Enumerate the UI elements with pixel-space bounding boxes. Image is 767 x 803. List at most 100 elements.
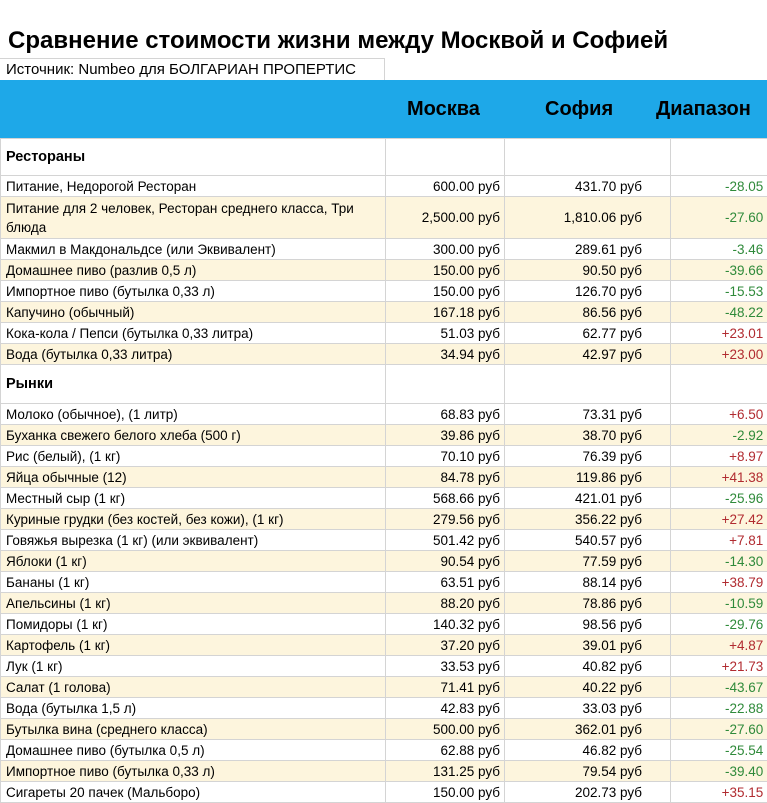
moscow-price-cell[interactable]: 39.86 руб [386,425,505,446]
sofia-price-cell[interactable]: 90.50 руб [505,260,671,281]
item-name-cell[interactable]: Бананы (1 кг) [1,572,386,593]
item-name-cell[interactable]: Домашнее пиво (разлив 0,5 л) [1,260,386,281]
sofia-price-cell[interactable]: 79.54 руб [505,761,671,782]
sofia-price-cell[interactable]: 98.56 руб [505,614,671,635]
item-name-cell[interactable]: Вода (бутылка 1,5 л) [1,698,386,719]
item-name-cell[interactable]: Кока-кола / Пепси (бутылка 0,33 литра) [1,323,386,344]
item-name-cell[interactable]: Салат (1 голова) [1,677,386,698]
item-name-cell[interactable]: Буханка свежего белого хлеба (500 г) [1,425,386,446]
sofia-price-cell[interactable]: 40.82 руб [505,656,671,677]
sofia-price-cell[interactable]: 40.22 руб [505,677,671,698]
sofia-price-cell[interactable]: 77.59 руб [505,551,671,572]
item-name-cell[interactable]: Говяжья вырезка (1 кг) (или эквивалент) [1,530,386,551]
moscow-price-cell[interactable]: 51.03 руб [386,323,505,344]
price-difference-cell[interactable]: -25.54 % [671,740,767,761]
sofia-price-cell[interactable]: 431.70 руб [505,176,671,197]
moscow-price-cell[interactable]: 279.56 руб [386,509,505,530]
price-difference-cell[interactable]: +35.15 % [671,782,767,803]
moscow-price-cell[interactable]: 140.32 руб [386,614,505,635]
price-difference-cell[interactable]: -15.53 % [671,281,767,302]
item-name-cell[interactable]: Питание для 2 человек, Ресторан среднего… [1,197,386,239]
moscow-price-cell[interactable]: 568.66 руб [386,488,505,509]
section-title[interactable]: Рестораны [1,139,386,176]
sofia-price-cell[interactable]: 126.70 руб [505,281,671,302]
sofia-price-cell[interactable]: 73.31 руб [505,404,671,425]
section-title[interactable]: Рынки [1,365,386,404]
moscow-price-cell[interactable]: 42.83 руб [386,698,505,719]
price-difference-cell[interactable]: -10.59 % [671,593,767,614]
sofia-price-cell[interactable]: 86.56 руб [505,302,671,323]
sofia-price-cell[interactable]: 289.61 руб [505,239,671,260]
empty-cell[interactable] [505,365,671,404]
moscow-price-cell[interactable]: 71.41 руб [386,677,505,698]
moscow-price-cell[interactable]: 84.78 руб [386,467,505,488]
sofia-price-cell[interactable]: 119.86 руб [505,467,671,488]
sofia-price-cell[interactable]: 42.97 руб [505,344,671,365]
moscow-price-cell[interactable]: 37.20 руб [386,635,505,656]
item-name-cell[interactable]: Макмил в Макдональдсе (или Эквивалент) [1,239,386,260]
sofia-price-cell[interactable]: 46.82 руб [505,740,671,761]
sofia-price-cell[interactable]: 33.03 руб [505,698,671,719]
source-note[interactable]: Источник: Numbeo для БОЛГАРИАН ПРОПЕРТИС [0,58,385,80]
moscow-price-cell[interactable]: 70.10 руб [386,446,505,467]
price-difference-cell[interactable]: -3.46 % [671,239,767,260]
sofia-price-cell[interactable]: 78.86 руб [505,593,671,614]
moscow-price-cell[interactable]: 300.00 руб [386,239,505,260]
sofia-price-cell[interactable]: 540.57 руб [505,530,671,551]
item-name-cell[interactable]: Вода (бутылка 0,33 литра) [1,344,386,365]
sofia-price-cell[interactable]: 356.22 руб [505,509,671,530]
item-name-cell[interactable]: Лук (1 кг) [1,656,386,677]
item-name-cell[interactable]: Бутылка вина (среднего класса) [1,719,386,740]
moscow-price-cell[interactable]: 600.00 руб [386,176,505,197]
price-difference-cell[interactable]: -14.30 % [671,551,767,572]
moscow-price-cell[interactable]: 33.53 руб [386,656,505,677]
item-name-cell[interactable]: Яблоки (1 кг) [1,551,386,572]
moscow-price-cell[interactable]: 88.20 руб [386,593,505,614]
sofia-price-cell[interactable]: 421.01 руб [505,488,671,509]
item-name-cell[interactable]: Рис (белый), (1 кг) [1,446,386,467]
moscow-price-cell[interactable]: 500.00 руб [386,719,505,740]
price-difference-cell[interactable]: -39.66 % [671,260,767,281]
moscow-price-cell[interactable]: 501.42 руб [386,530,505,551]
price-difference-cell[interactable]: -48.22 % [671,302,767,323]
sofia-price-cell[interactable]: 362.01 руб [505,719,671,740]
item-name-cell[interactable]: Капучино (обычный) [1,302,386,323]
empty-cell[interactable] [386,365,505,404]
item-name-cell[interactable]: Молоко (обычное), (1 литр) [1,404,386,425]
sofia-price-cell[interactable]: 202.73 руб [505,782,671,803]
price-difference-cell[interactable]: -27.60 % [671,719,767,740]
empty-cell[interactable] [671,139,767,176]
moscow-price-cell[interactable]: 34.94 руб [386,344,505,365]
item-name-cell[interactable]: Картофель (1 кг) [1,635,386,656]
price-difference-cell[interactable]: +23.01 % [671,323,767,344]
price-difference-cell[interactable]: +4.87 % [671,635,767,656]
price-difference-cell[interactable]: +6.50 % [671,404,767,425]
moscow-price-cell[interactable]: 2,500.00 руб [386,197,505,239]
moscow-price-cell[interactable]: 63.51 руб [386,572,505,593]
price-difference-cell[interactable]: +8.97 % [671,446,767,467]
price-difference-cell[interactable]: -27.60 % [671,197,767,239]
price-difference-cell[interactable]: +7.81 % [671,530,767,551]
item-name-cell[interactable]: Сигареты 20 пачек (Мальборо) [1,782,386,803]
sofia-price-cell[interactable]: 76.39 руб [505,446,671,467]
item-name-cell[interactable]: Помидоры (1 кг) [1,614,386,635]
item-name-cell[interactable]: Куриные грудки (без костей, без кожи), (… [1,509,386,530]
price-difference-cell[interactable]: -25.96 % [671,488,767,509]
moscow-price-cell[interactable]: 150.00 руб [386,281,505,302]
sofia-price-cell[interactable]: 39.01 руб [505,635,671,656]
price-difference-cell[interactable]: -43.67 % [671,677,767,698]
price-difference-cell[interactable]: +21.73 % [671,656,767,677]
item-name-cell[interactable]: Апельсины (1 кг) [1,593,386,614]
moscow-price-cell[interactable]: 68.83 руб [386,404,505,425]
price-difference-cell[interactable]: +41.38 % [671,467,767,488]
moscow-price-cell[interactable]: 150.00 руб [386,782,505,803]
item-name-cell[interactable]: Яйца обычные (12) [1,467,386,488]
moscow-price-cell[interactable]: 150.00 руб [386,260,505,281]
item-name-cell[interactable]: Импортное пиво (бутылка 0,33 л) [1,281,386,302]
sofia-price-cell[interactable]: 88.14 руб [505,572,671,593]
empty-cell[interactable] [386,139,505,176]
item-name-cell[interactable]: Импортное пиво (бутылка 0,33 л) [1,761,386,782]
price-difference-cell[interactable]: -2.92 % [671,425,767,446]
item-name-cell[interactable]: Домашнее пиво (бутылка 0,5 л) [1,740,386,761]
empty-cell[interactable] [671,365,767,404]
